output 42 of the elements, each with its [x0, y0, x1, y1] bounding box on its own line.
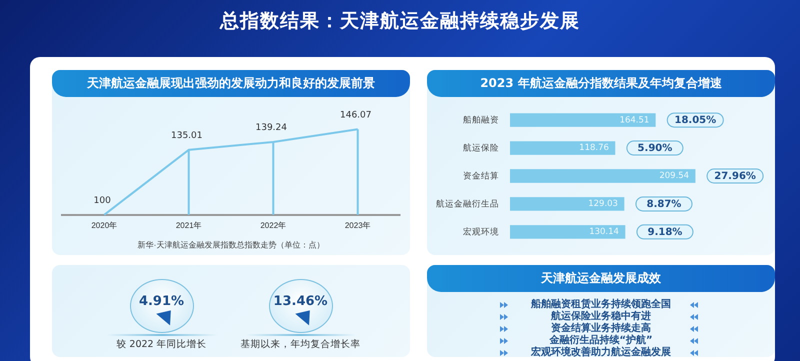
data-label: 209.54 [659, 171, 690, 182]
data-label: 118.76 [579, 143, 609, 154]
data-label: 130.14 [589, 227, 619, 238]
data-label: 129.03 [588, 199, 618, 210]
annotation: 8.87% [646, 199, 682, 210]
chart-title: 天津航运金融展现出强劲的发展动力和良好的发展前景 [52, 70, 410, 97]
x-tick-label: 2020年 [91, 220, 118, 230]
y-tick-label: 航运保险 [463, 142, 499, 152]
x-tick-label: 2021年 [176, 220, 202, 230]
y-tick-label: 宏观环境 [463, 226, 499, 236]
annotation: 9.18% [648, 227, 682, 238]
data-label: 139.24 [256, 122, 288, 133]
text: 宏观环境改善助力航运金融发展 [530, 347, 672, 359]
y-tick-label: 资金结算 [463, 170, 499, 180]
bar [510, 197, 624, 211]
annotation: 18.05% [674, 115, 716, 126]
annotation: 5.90% [638, 143, 672, 154]
text: 资金结算业务持续走高 [550, 323, 652, 334]
y-tick-label: 船舶融资 [463, 114, 499, 124]
bar [510, 169, 696, 183]
data-label: 100 [94, 196, 112, 206]
text: 天津航运金融发展成效 [427, 265, 775, 292]
text: 金融衍生品持续“护航” [548, 335, 654, 346]
data-label: 146.07 [340, 110, 372, 120]
text: 航运保险业务稳中有进 [550, 311, 652, 322]
category-label: 基期以来，年均复合增长率 [240, 338, 362, 351]
bar [510, 141, 616, 155]
x-tick-label: 2022年 [260, 220, 286, 230]
data-label: 4.91% [138, 294, 186, 309]
y-tick-label: 航运金融衍生品 [436, 198, 499, 208]
bar [510, 225, 626, 239]
bar [510, 113, 656, 127]
data-label: 164.51 [620, 115, 650, 126]
text: 总指数结果：天津航运金融持续稳步发展 [218, 9, 581, 34]
data-label: 135.01 [171, 130, 202, 141]
chart-title: 2023 年航运金融分指数结果及年均复合增速 [427, 70, 775, 97]
category-label: 较 2022 年同比增长 [115, 338, 208, 351]
annotation: 27.96% [714, 171, 756, 182]
x-axis-title: 新华·天津航运金融发展指数总指数走势（单位：点） [138, 240, 324, 250]
text: 船舶融资租赁业务持续领跑全国 [530, 299, 672, 310]
data-label: 13.46% [272, 294, 329, 309]
x-tick-label: 2023年 [344, 220, 371, 230]
